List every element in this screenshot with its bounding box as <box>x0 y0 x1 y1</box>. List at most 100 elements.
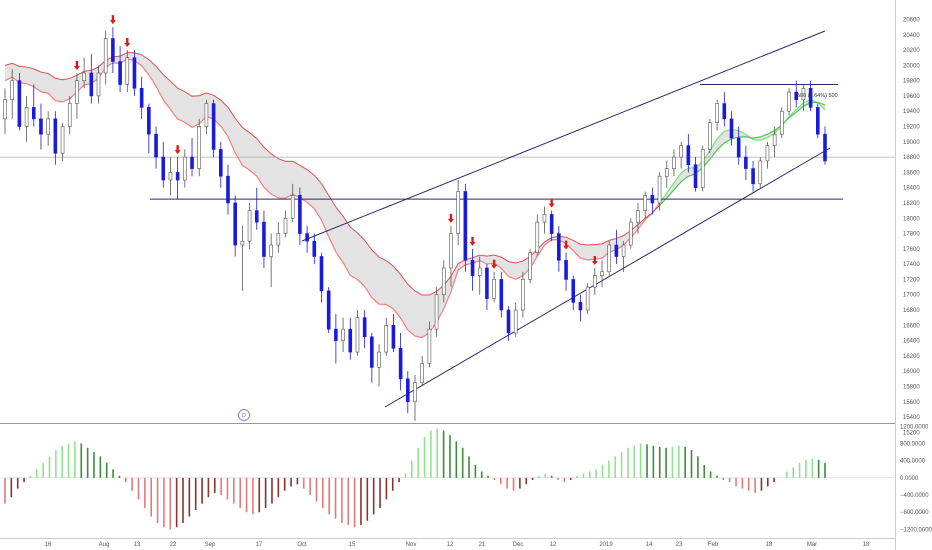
candle <box>75 72 79 119</box>
fast-ma-line <box>4 58 661 339</box>
candle-body-up <box>341 328 345 341</box>
candle <box>650 187 655 215</box>
candle <box>664 160 669 188</box>
candle <box>154 126 158 169</box>
candle-body-up <box>765 145 770 162</box>
candle <box>808 80 813 112</box>
time-tick: 2019 <box>599 542 613 548</box>
candle-body-down <box>729 118 734 139</box>
candle-body-up <box>420 363 424 383</box>
candle <box>254 187 259 230</box>
sell-arrow-icon <box>491 259 498 269</box>
candle-body-down <box>564 260 568 280</box>
candle <box>348 317 353 360</box>
price-tick: 15400 <box>903 415 920 421</box>
candle-body-up <box>593 275 597 288</box>
time-tick: 15 <box>349 542 356 548</box>
candle <box>499 271 504 318</box>
candle-body-down <box>693 164 698 188</box>
candle-body-up <box>10 80 14 101</box>
candle <box>823 126 827 165</box>
candle <box>449 225 453 288</box>
candle <box>521 271 525 318</box>
timeframe-marker-label: D <box>242 413 246 419</box>
candle <box>578 294 583 322</box>
candle <box>111 27 115 73</box>
candle <box>413 375 417 421</box>
price-tick: 16600 <box>903 323 920 329</box>
candle-body-down <box>118 61 122 85</box>
candle <box>190 137 194 177</box>
price-tick: 18800 <box>903 155 920 161</box>
candle-body-up <box>247 210 252 242</box>
candle <box>103 30 108 85</box>
oscillator-tick: 400.0000 <box>900 459 926 465</box>
candle-body-down <box>31 107 36 120</box>
candle-body-up <box>542 214 547 223</box>
candle-body-up <box>276 233 281 246</box>
candle-body-down <box>132 57 137 89</box>
candle <box>46 111 50 146</box>
candle-body-down <box>53 118 58 154</box>
candle <box>276 222 281 253</box>
candle-body-up <box>477 267 482 276</box>
lower-channel-line <box>384 147 831 408</box>
candle-body-down <box>650 195 655 204</box>
candle <box>147 103 151 154</box>
sell-arrow-icon <box>563 240 570 250</box>
time-tick: Sep <box>205 542 216 548</box>
price-tick: 20400 <box>903 33 920 39</box>
candle-body-up <box>103 38 108 74</box>
candle <box>240 225 245 291</box>
candle <box>700 145 705 192</box>
candle <box>772 126 777 158</box>
candle-body-down <box>370 336 374 368</box>
price-tick: 17200 <box>903 277 920 283</box>
candle-body-down <box>161 156 166 181</box>
candle <box>593 267 597 295</box>
price-tick: 20600 <box>903 17 920 23</box>
candle-body-up <box>801 87 806 101</box>
candle <box>118 46 122 93</box>
time-tick: 21 <box>479 542 486 548</box>
candle-body-up <box>643 195 647 211</box>
candle-body-down <box>808 87 813 108</box>
price-tick: 16800 <box>903 308 920 314</box>
candle <box>513 302 518 337</box>
candles <box>3 27 827 421</box>
timeframe-marker[interactable]: D <box>238 409 250 421</box>
candle <box>693 157 698 192</box>
candle <box>535 214 540 257</box>
time-tick: 12 <box>550 542 557 548</box>
candle <box>391 313 396 353</box>
price-tick: 17400 <box>903 262 920 268</box>
fast-ma-line-bull <box>659 99 826 204</box>
price-tick: 17800 <box>903 232 920 238</box>
candle <box>751 160 755 192</box>
sell-arrow-icon <box>109 15 116 25</box>
candle <box>89 53 94 104</box>
candle <box>427 321 432 368</box>
candle <box>82 57 86 89</box>
candle <box>585 283 590 314</box>
candle-body-up <box>456 191 460 234</box>
candle-body-up <box>283 217 288 234</box>
candle-body-up <box>664 168 669 177</box>
oscillator-axis: 1200.0000 800.0000 400.0000 0.0000 −400.0000… <box>900 424 932 533</box>
candle <box>571 275 576 311</box>
candle <box>628 218 633 249</box>
candle <box>96 65 101 104</box>
candle-body-up <box>607 244 612 273</box>
candle <box>10 69 14 119</box>
oscillator-tick: 800.0000 <box>900 441 926 447</box>
candle <box>125 50 130 93</box>
candle-body-down <box>816 107 820 135</box>
price-tick: 16000 <box>903 369 920 375</box>
candle <box>24 95 29 142</box>
candle-body-up <box>772 133 777 146</box>
price-tick: 15200 <box>903 430 920 436</box>
candle-body-down <box>549 214 554 234</box>
price-tick: 19600 <box>903 94 920 100</box>
candle <box>557 225 561 272</box>
